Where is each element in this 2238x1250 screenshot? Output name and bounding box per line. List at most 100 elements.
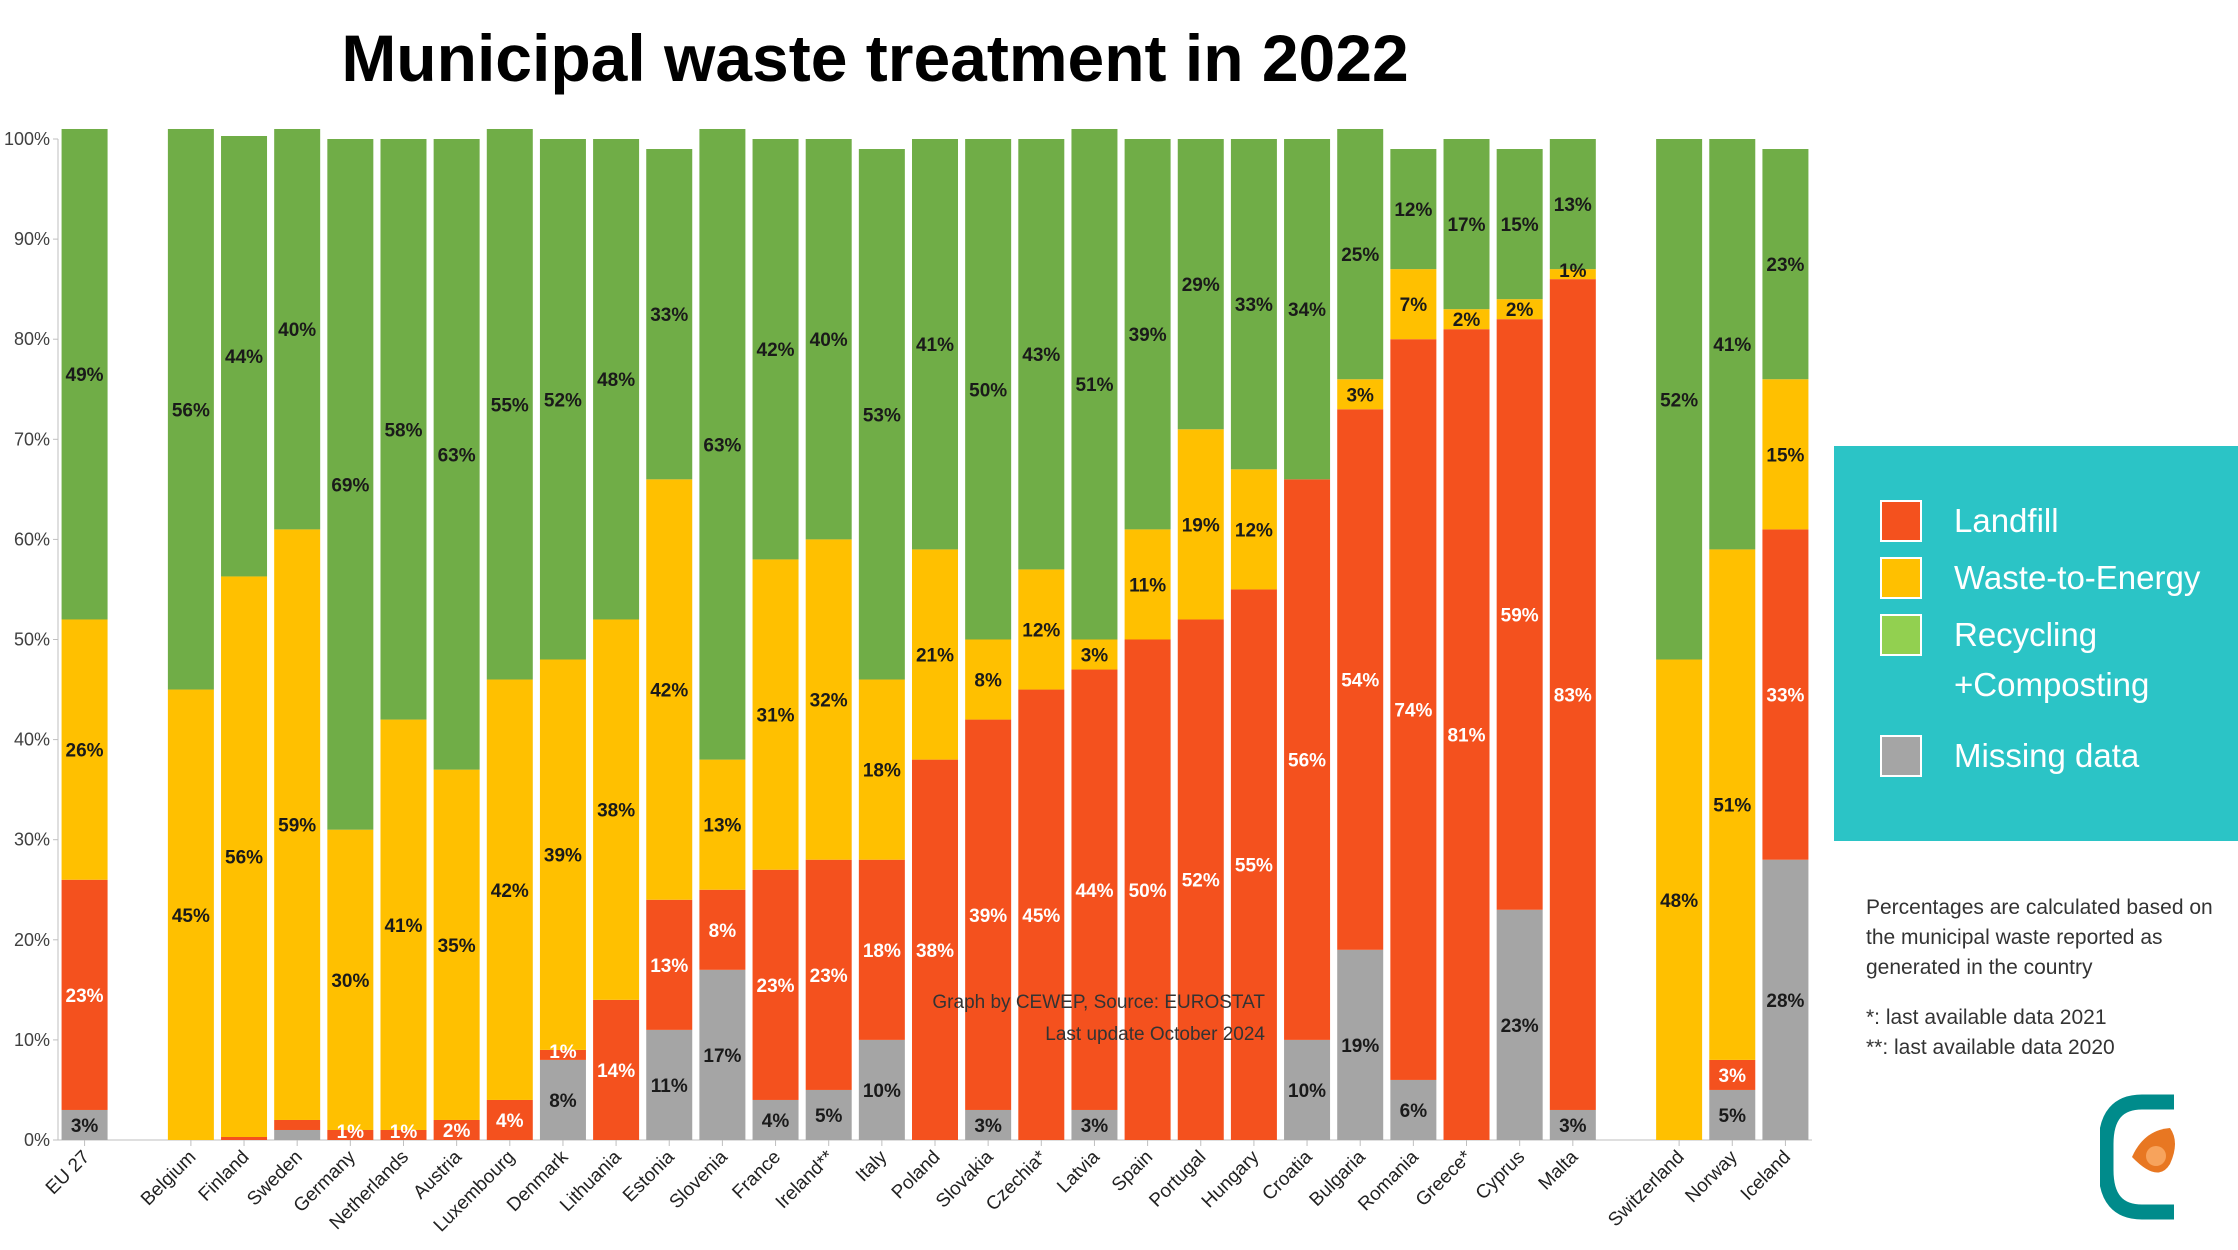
credit-annotation-source: Graph by CEWEP, Source: EUROSTAT [932,992,1265,1013]
data-label: 26% [66,741,104,762]
data-label: 15% [1501,215,1539,236]
data-label: 50% [1129,881,1167,902]
x-tick-label: Ireland** [772,1146,839,1213]
data-label: 52% [544,390,582,411]
data-label: 63% [438,445,476,466]
data-label: 6% [1400,1101,1428,1122]
y-tick-label: 90% [14,229,50,249]
data-label: 5% [815,1106,843,1127]
data-label: 23% [1766,255,1804,276]
data-label: 51% [1075,375,1113,396]
data-label: 3% [974,1116,1002,1137]
data-label: 42% [491,881,529,902]
bar-segment [699,889,746,970]
bar-segment [965,1109,1012,1140]
bar-segment [805,539,852,860]
data-label: 21% [916,646,954,667]
data-label: 3% [71,1116,99,1137]
bar-segment [1177,139,1224,430]
bar-segment [1230,589,1277,1140]
bar-segment [646,479,693,900]
data-label: 41% [916,335,954,356]
bar-segment [1337,379,1384,410]
bar-segment [1390,1079,1437,1140]
data-label: 10% [1288,1081,1326,1102]
data-label: 19% [1182,515,1220,536]
bars-layer [61,128,1809,1140]
data-label: 13% [1554,195,1592,216]
bar-segment [1124,639,1171,1140]
data-label: 3% [1081,646,1109,667]
bar-segment [327,829,374,1130]
legend-swatch-missing-data [1880,735,1922,777]
bar-segment [1124,139,1171,530]
bar-segment [1709,1059,1756,1090]
bar-segment [61,128,108,620]
x-tick-label: Belgium [137,1147,200,1210]
data-label: 30% [331,971,369,992]
bar-segment [805,859,852,1090]
data-label: 56% [1288,751,1326,772]
bar-segment [858,859,905,1040]
bar-segment [912,139,958,550]
data-label: 53% [863,405,901,426]
bar-segment [433,1119,480,1140]
bar-segment [1337,949,1384,1140]
bar-segment [1177,429,1224,620]
data-label: 58% [384,420,422,441]
data-label: 29% [1182,275,1220,296]
data-label: 1% [337,1122,365,1143]
data-label: 45% [172,906,210,927]
chart-title: Municipal waste treatment in 2022 [341,21,1409,95]
data-label: 12% [1022,620,1060,641]
bar-segment [1018,569,1065,690]
bar-segment [646,1029,693,1140]
bar-segment [1390,149,1437,270]
x-tick-label: EU 27 [42,1147,94,1199]
data-label: 2% [1506,300,1534,321]
data-label: 1% [549,1042,577,1063]
data-label: 50% [969,380,1007,401]
data-label: 55% [491,395,529,416]
data-label: 39% [544,846,582,867]
y-tick-label: 80% [14,329,50,349]
bar-segment [1443,309,1490,330]
bar-segment [1284,139,1331,480]
bar-segment [912,759,958,1140]
data-label: 14% [597,1061,635,1082]
legend-item-missing-data: Missing data [1880,731,2139,781]
bar-segment [699,759,746,890]
legend-label-missing-data: Missing data [1954,737,2140,774]
bar-segment [858,679,905,860]
bar-segment [1496,149,1543,300]
bar-segment [1709,549,1756,1060]
data-label: 59% [1501,605,1539,626]
legend-label-waste-to-energy: Waste-to-Energy [1954,559,2201,596]
bar-segment [593,139,640,620]
bar-segment [965,639,1012,720]
bar-segment [1071,1109,1118,1140]
y-tick-label: 0% [24,1130,50,1150]
bar-segment [1230,139,1277,470]
bar-segment [1656,139,1703,660]
data-label: 7% [1400,295,1428,316]
legend: Landfill Waste-to-Energy Recycling +Comp… [1834,446,2238,841]
data-label: 17% [1447,215,1485,236]
data-label: 35% [438,936,476,957]
bar-segment [1018,139,1065,570]
data-label: 1% [390,1122,418,1143]
data-label: 38% [597,801,635,822]
bar-segment [1762,529,1809,860]
bar-segment [1709,139,1756,550]
credit-annotation-update: Last update October 2024 [1045,1024,1265,1045]
data-label: 40% [810,330,848,351]
data-label: 8% [549,1091,577,1112]
bar-segment [1496,299,1543,320]
bar-segment [274,1119,321,1130]
data-label: 55% [1235,856,1273,877]
bar-segment [221,576,268,1137]
data-label: 25% [1341,245,1379,266]
bar-segment [858,149,905,680]
bar-segment [539,1049,586,1060]
legend-swatch-waste-to-energy [1880,557,1922,599]
